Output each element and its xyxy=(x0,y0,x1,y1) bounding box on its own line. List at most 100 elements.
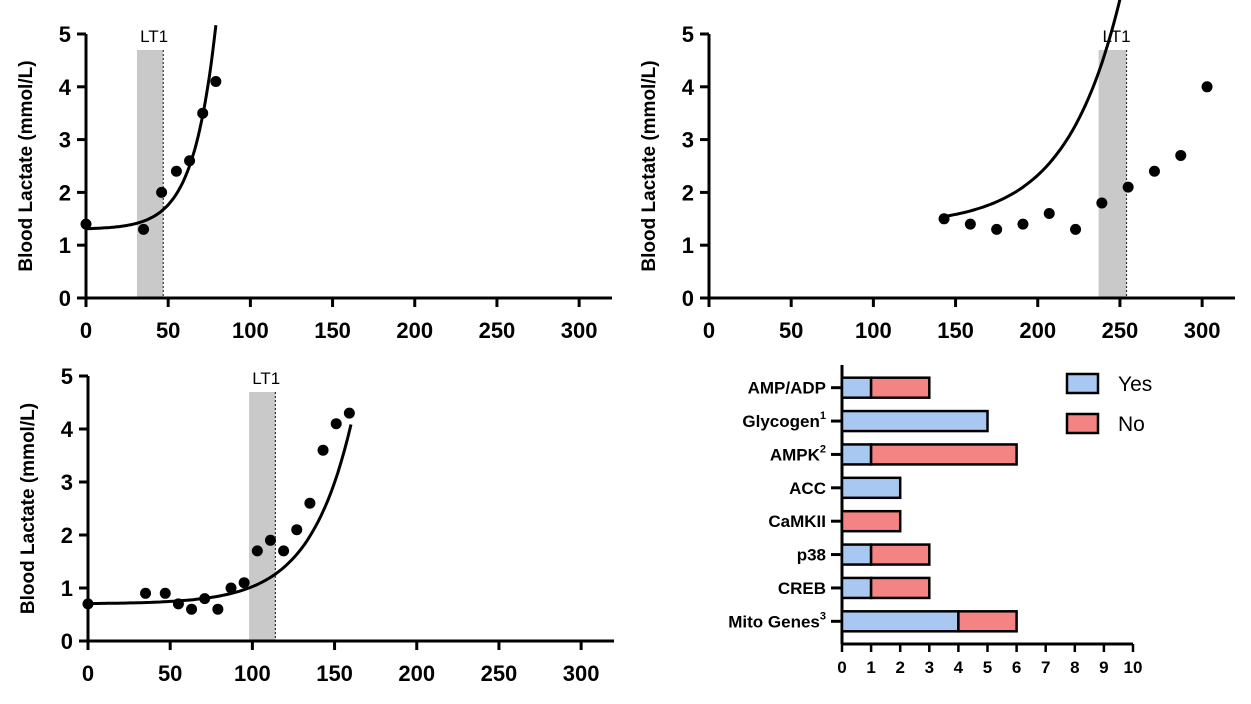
data-point xyxy=(82,598,94,610)
category-superscript: 1 xyxy=(820,410,826,422)
x-tick-label: 0 xyxy=(80,318,92,343)
bar-yes xyxy=(840,409,989,433)
x-tick-label: 250 xyxy=(481,661,518,686)
y-tick-label: 1 xyxy=(59,233,71,258)
category-label: Glycogen1 xyxy=(742,410,826,431)
y-tick-label: 3 xyxy=(61,470,73,495)
category-label: CaMKII xyxy=(768,512,826,531)
bar-no xyxy=(840,509,902,533)
y-tick-label: 4 xyxy=(59,75,72,100)
data-point xyxy=(291,524,303,536)
x-tick-label: 50 xyxy=(156,318,180,343)
x-tick-label: 100 xyxy=(855,318,892,343)
y-tick-label: 5 xyxy=(59,22,71,47)
x-tick-label: 150 xyxy=(314,318,351,343)
data-point xyxy=(1175,149,1187,161)
data-point xyxy=(186,603,198,615)
y-axis-label: Blood Lactate (mmol/L) xyxy=(18,403,39,614)
data-point xyxy=(938,213,950,225)
y-tick-label: 3 xyxy=(59,128,71,153)
bar-yes xyxy=(840,543,873,566)
data-point xyxy=(225,582,237,594)
fit-curve xyxy=(87,424,353,606)
data-point xyxy=(80,218,92,230)
y-tick-label: 3 xyxy=(682,128,694,153)
legend-label-no: No xyxy=(1118,413,1145,436)
x-tick-label: 300 xyxy=(1184,318,1221,343)
x-tick-label: 100 xyxy=(234,661,271,686)
x-tick-label: 150 xyxy=(937,318,974,343)
data-point xyxy=(1070,223,1082,235)
data-point xyxy=(317,444,329,456)
data-point xyxy=(330,418,342,430)
bar-yes xyxy=(840,476,902,500)
x-tick-label: 7 xyxy=(1041,658,1050,677)
x-tick-label: 100 xyxy=(232,318,269,343)
x-tick-label: 0 xyxy=(703,318,715,343)
y-tick-label: 1 xyxy=(682,233,694,258)
y-axis-label: Blood Lactate (mmol/L) xyxy=(16,60,37,271)
data-point xyxy=(199,593,211,605)
data-point xyxy=(304,497,316,509)
y-tick-label: 0 xyxy=(59,286,71,311)
x-tick-label: 10 xyxy=(1124,658,1143,677)
data-point xyxy=(964,218,976,230)
bar-yes xyxy=(840,443,873,466)
data-point xyxy=(184,155,196,167)
x-tick-label: 50 xyxy=(158,661,182,686)
x-tick-label: 200 xyxy=(1019,318,1056,343)
category-name: Mito Genes xyxy=(728,612,820,631)
data-point xyxy=(1201,81,1213,93)
category-name: p38 xyxy=(797,546,826,565)
data-point xyxy=(172,598,184,610)
category-superscript: 3 xyxy=(820,610,826,622)
x-tick-label: 300 xyxy=(561,318,598,343)
data-point xyxy=(991,223,1003,235)
y-tick-label: 1 xyxy=(61,576,73,601)
data-point xyxy=(238,577,250,589)
data-point xyxy=(278,545,290,557)
y-tick-label: 5 xyxy=(61,364,73,389)
bar-no xyxy=(869,376,931,399)
y-tick-label: 2 xyxy=(61,523,73,548)
bar-yes xyxy=(840,576,873,600)
category-label: Mito Genes3 xyxy=(728,610,826,631)
category-name: CaMKII xyxy=(768,512,826,531)
x-tick-label: 8 xyxy=(1070,658,1079,677)
lt1-band xyxy=(136,50,164,298)
y-tick-label: 2 xyxy=(59,180,71,205)
x-tick-label: 0 xyxy=(82,661,94,686)
x-tick-label: 250 xyxy=(479,318,516,343)
data-point xyxy=(138,223,150,235)
category-label: AMP/ADP xyxy=(748,379,826,398)
lt1-band xyxy=(249,392,276,641)
legend-swatch-yes xyxy=(1065,372,1100,395)
x-tick-label: 250 xyxy=(1102,318,1139,343)
data-point xyxy=(197,107,209,119)
category-name: CREB xyxy=(778,579,826,598)
data-point xyxy=(1096,197,1108,209)
category-name: AMP/ADP xyxy=(748,379,826,398)
y-tick-label: 4 xyxy=(61,417,74,442)
category-label: CREB xyxy=(778,579,826,598)
bar-no xyxy=(869,443,1018,466)
y-axis-label: Blood Lactate (mmol/L) xyxy=(639,60,660,271)
x-tick-label: 3 xyxy=(925,658,934,677)
fit-curve xyxy=(86,25,218,231)
fit-curve xyxy=(943,0,1122,218)
data-point xyxy=(251,545,263,557)
y-tick-label: 2 xyxy=(682,180,694,205)
x-tick-label: 4 xyxy=(954,658,964,677)
x-tick-label: 50 xyxy=(779,318,803,343)
data-point xyxy=(343,407,355,419)
x-tick-label: 2 xyxy=(895,658,904,677)
data-point xyxy=(212,603,224,615)
x-tick-label: 1 xyxy=(866,658,875,677)
data-point xyxy=(1043,208,1055,220)
category-label: ACC xyxy=(789,479,826,498)
data-point xyxy=(159,587,171,599)
x-tick-label: 5 xyxy=(983,658,992,677)
